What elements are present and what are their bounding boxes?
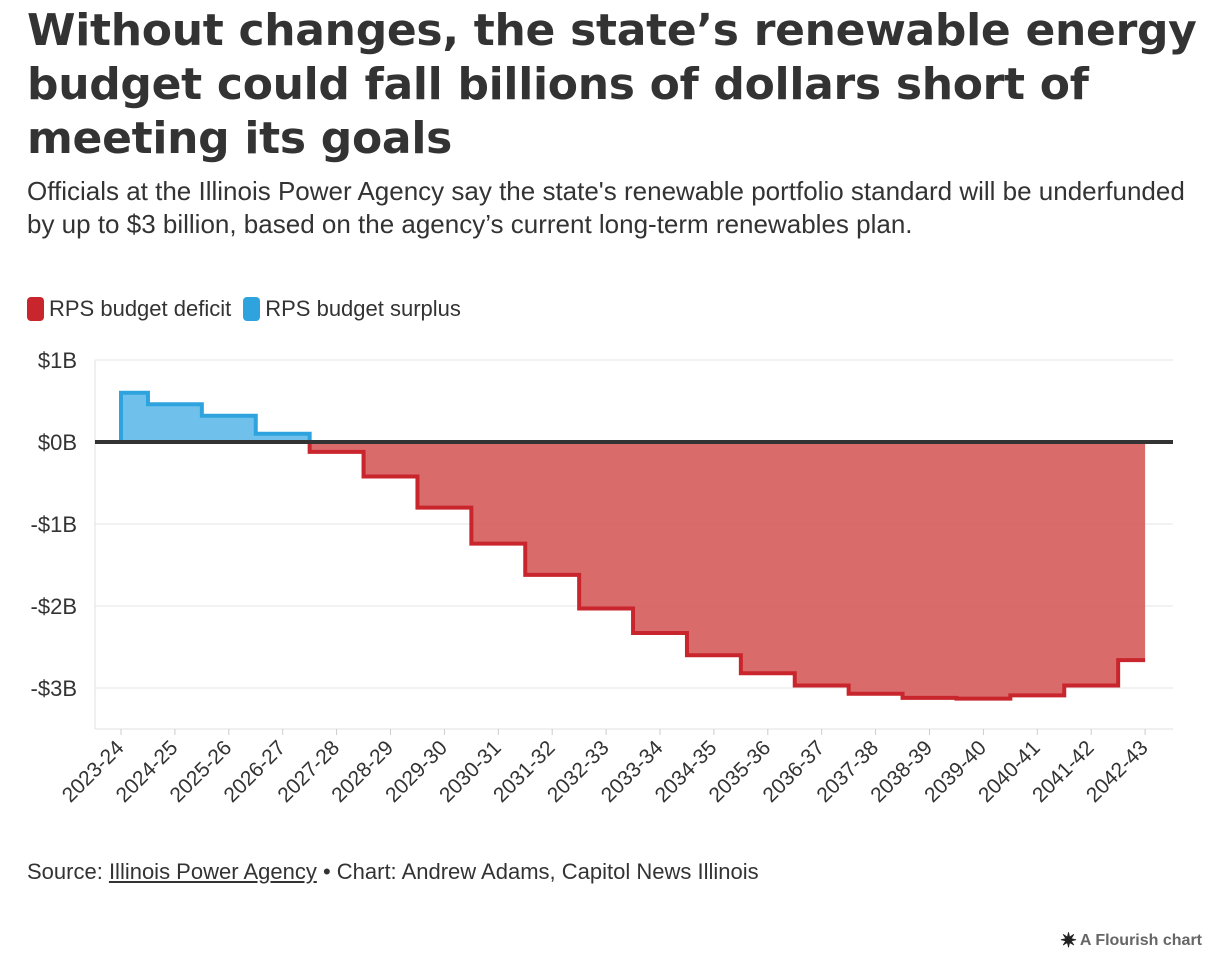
legend-item-deficit[interactable]: RPS budget deficit	[27, 296, 231, 322]
legend-swatch-deficit	[27, 297, 44, 321]
y-tick-label: -$1B	[31, 512, 77, 537]
flourish-credit-label: A Flourish chart	[1079, 931, 1202, 949]
source-prefix: Source:	[27, 859, 109, 884]
legend-label-surplus: RPS budget surplus	[265, 296, 461, 321]
source-footer: Source: Illinois Power Agency • Chart: A…	[27, 859, 759, 885]
surplus-line	[119, 390, 312, 442]
source-link[interactable]: Illinois Power Agency	[108, 859, 317, 884]
deficit-area	[309, 442, 1146, 699]
chart-title: Without changes, the state’s renewable e…	[27, 5, 1197, 164]
deficit-line	[307, 442, 1146, 701]
flourish-credit[interactable]: ✷ A Flourish chart	[1060, 928, 1202, 953]
legend-item-surplus[interactable]: RPS budget surplus	[243, 296, 461, 322]
chart-credit: • Chart: Andrew Adams, Capitol News Illi…	[316, 859, 759, 884]
step-area-chart: $1B $0B -$1B -$2B -$3B 2023-242024-252025-26…	[31, 348, 1173, 807]
x-axis: 2023-242024-252025-262026-272027-282028-…	[58, 729, 1153, 807]
y-axis: $1B $0B -$1B -$2B -$3B	[31, 348, 77, 701]
y-tick-label: $1B	[38, 348, 77, 373]
y-tick-label: -$2B	[31, 594, 77, 619]
legend: RPS budget deficit RPS budget surplus	[27, 296, 473, 322]
y-tick-label: -$3B	[31, 676, 77, 701]
chart-subtitle: Officials at the Illinois Power Agency s…	[27, 176, 1185, 239]
legend-swatch-surplus	[243, 297, 261, 321]
chart-areas	[121, 392, 1146, 699]
legend-label-deficit: RPS budget deficit	[49, 296, 232, 321]
chart-lines	[95, 390, 1173, 701]
y-tick-label: $0B	[38, 430, 77, 455]
flourish-logo-icon: ✷	[1060, 930, 1077, 952]
